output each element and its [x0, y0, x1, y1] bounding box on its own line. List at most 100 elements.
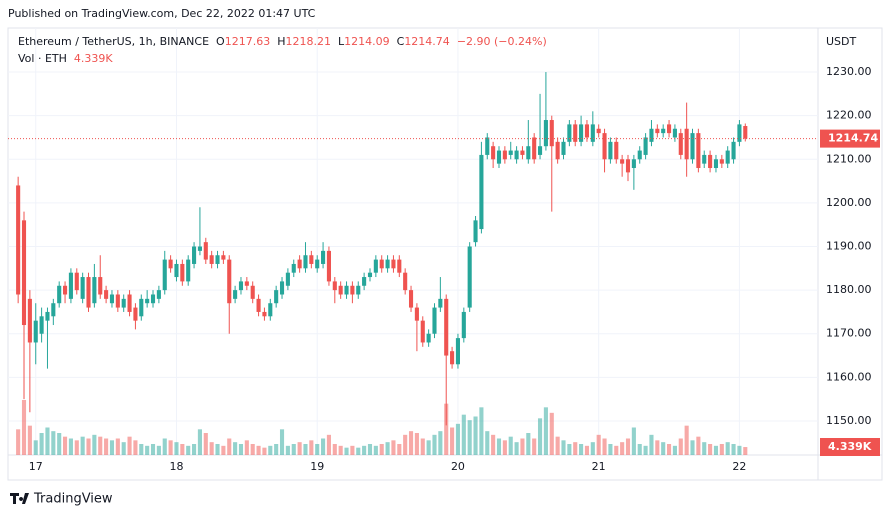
volume-bar [555, 436, 560, 455]
volume-bar [274, 444, 279, 455]
volume-bar [731, 444, 736, 455]
volume-bar [461, 414, 466, 455]
volume-bar [86, 438, 91, 455]
volume-bar [479, 407, 484, 455]
ohlc-value: 1214.74 [404, 35, 450, 48]
candle-body [408, 290, 414, 308]
ohlc-label: O [216, 35, 225, 48]
candle-body [725, 150, 730, 164]
volume-bar [268, 445, 273, 455]
candle-body [403, 272, 408, 291]
candle-body [279, 281, 285, 295]
volume-bar [590, 442, 595, 455]
candle-body [74, 272, 79, 291]
candle-body [414, 307, 419, 321]
candle-body [420, 320, 425, 343]
volume-bar [637, 444, 642, 455]
candle-body [244, 281, 249, 286]
candle-body [491, 146, 496, 160]
volume-bar [121, 442, 126, 455]
volume-bar [303, 444, 308, 455]
volume-legend: Vol · ETH 4.339K [18, 52, 113, 65]
volume-bar [297, 442, 302, 455]
volume-bar [227, 438, 232, 455]
volume-bar [385, 442, 390, 455]
volume-bar [631, 427, 636, 455]
tv-logo [10, 493, 29, 504]
candle-body [649, 128, 654, 142]
candle-body [385, 259, 390, 269]
candle-body [743, 126, 748, 139]
candle-body [608, 141, 613, 160]
candle-body [479, 154, 484, 230]
candle-body [180, 263, 185, 282]
last-price-label: 1214.74 [828, 132, 878, 145]
candle-body [561, 141, 566, 155]
volume-bar [532, 438, 537, 455]
candle-body [92, 277, 97, 304]
volume-bar [356, 447, 361, 455]
candle-body [696, 133, 701, 169]
footer-brand: TradingView [33, 492, 113, 507]
volume-bar [33, 440, 38, 455]
volume-bar [508, 436, 513, 455]
volume-bar [667, 444, 672, 455]
symbol: Ethereum / TetherUS, 1h, BINANCE [18, 35, 210, 48]
candle-body [461, 311, 466, 339]
candle-body [555, 141, 560, 160]
candle-body [121, 298, 126, 308]
volume-bar [51, 431, 56, 455]
candle-body [526, 146, 531, 160]
change: −2.90 (−0.24%) [456, 35, 547, 48]
candle-body [549, 120, 554, 147]
volume-bar [350, 445, 355, 455]
ohlc-label: C [396, 35, 405, 48]
candle-body [596, 128, 601, 134]
candle-body [350, 285, 355, 295]
candle-body [362, 277, 367, 286]
volume-bar [520, 438, 525, 455]
candle-body [127, 294, 132, 312]
volume-bar [168, 440, 173, 455]
y-tick-label: 1190.00 [826, 240, 872, 253]
candle-body [197, 246, 202, 251]
volume-bar [450, 427, 455, 455]
candle-body [309, 255, 314, 264]
candle-body [274, 290, 279, 304]
volume-bar [321, 438, 326, 455]
candle-body [702, 154, 707, 164]
candle-body [514, 150, 519, 160]
ohlc-value: 1218.21 [285, 35, 331, 48]
candle-body [667, 124, 672, 134]
volume-bar [420, 438, 425, 455]
volume-bar [678, 438, 683, 455]
candle-body [737, 124, 742, 142]
candle-body [590, 124, 595, 142]
volume-bar [180, 444, 185, 455]
candle-body [238, 281, 244, 291]
candle-body [391, 259, 396, 269]
last-volume-box [820, 438, 880, 456]
volume-bar [543, 407, 548, 455]
candle-body [98, 277, 103, 295]
grid [8, 28, 818, 455]
candle-body [209, 255, 214, 264]
candle-body [532, 137, 537, 160]
y-tick-label: 1180.00 [826, 283, 872, 296]
volume-bar [80, 436, 85, 455]
candle-body [268, 303, 273, 317]
volume-bar [467, 420, 472, 455]
volume-bar [203, 433, 208, 455]
volume-bar [104, 438, 109, 455]
volume-bar [625, 438, 631, 455]
y-tick-label: 1230.00 [826, 65, 872, 78]
volume-bar [92, 434, 97, 455]
volume-bar [408, 431, 414, 455]
candle-body [326, 250, 331, 282]
candle-body [367, 272, 373, 278]
ohlc-label: L [337, 35, 345, 48]
volume-bar [285, 445, 290, 455]
candle-body [109, 294, 115, 304]
volume-bar [608, 444, 613, 455]
